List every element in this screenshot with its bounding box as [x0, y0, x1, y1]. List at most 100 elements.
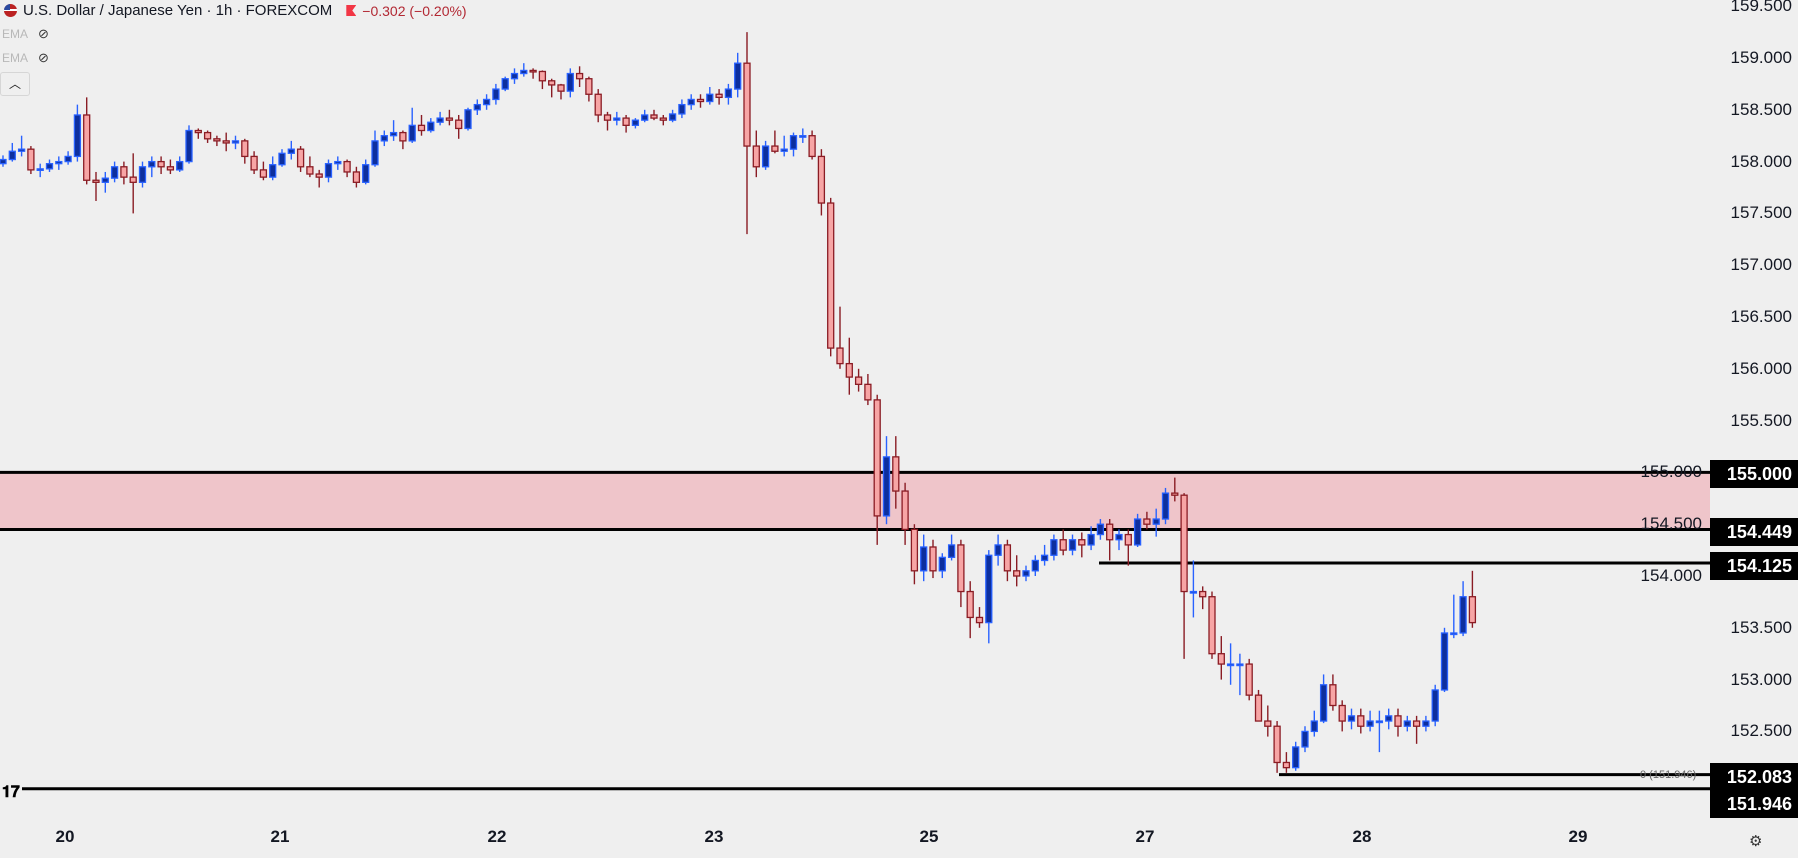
- price-level-label: 155.000: [1710, 460, 1798, 488]
- candle-body: [194, 129, 202, 134]
- symbol-title[interactable]: U.S. Dollar / Japanese Yen · 1h · FOREXC…: [23, 2, 333, 19]
- candle: [585, 76, 593, 102]
- candle-body: [1031, 559, 1039, 572]
- candle-body: [148, 160, 156, 168]
- price-chart[interactable]: [0, 0, 1710, 820]
- candle: [678, 99, 686, 119]
- candle-body: [185, 129, 193, 163]
- candle-body: [1087, 533, 1095, 546]
- candle: [278, 149, 286, 167]
- candle-body: [287, 148, 295, 154]
- candle-body: [827, 202, 835, 349]
- candle: [269, 156, 277, 181]
- candle-body: [213, 138, 221, 142]
- candle: [1431, 684, 1439, 727]
- candle-body: [994, 544, 1002, 556]
- candle-body: [1338, 704, 1346, 722]
- candle: [176, 156, 184, 172]
- candle-body: [45, 163, 54, 170]
- candle: [296, 146, 305, 172]
- candle-body: [1013, 570, 1021, 577]
- price-tick-label: 155.500: [1730, 410, 1792, 430]
- price-tick-label: 153.500: [1730, 617, 1792, 637]
- eye-off-icon[interactable]: ⊘: [38, 50, 49, 65]
- candle-body: [1319, 684, 1328, 722]
- price-tick-label: 157.000: [1730, 255, 1792, 275]
- candle: [1422, 715, 1430, 732]
- candle: [1254, 689, 1263, 722]
- flag-marker-icon[interactable]: [346, 5, 357, 16]
- candle: [864, 373, 872, 406]
- chevron-up-icon: ︿: [8, 77, 21, 91]
- candle: [631, 118, 640, 129]
- price-tick-label: 153.000: [1730, 669, 1792, 689]
- price-tick-label: 159.000: [1730, 48, 1792, 67]
- candle-body: [1245, 663, 1253, 696]
- candle: [436, 111, 444, 126]
- candle-body: [473, 103, 481, 111]
- candle: [1013, 555, 1021, 587]
- price-level-label: 151.946: [1710, 790, 1798, 818]
- candle: [1468, 570, 1477, 628]
- candle-body: [1450, 632, 1458, 636]
- candle-body: [520, 69, 528, 75]
- indicator-ema-2[interactable]: EMA ⊘: [2, 50, 49, 66]
- candle-body: [1292, 746, 1300, 769]
- candle-body: [929, 546, 937, 572]
- candle-body: [8, 150, 16, 161]
- candle: [157, 156, 165, 175]
- price-tick-label: 155.000: [1640, 462, 1702, 482]
- candle-body: [715, 93, 723, 99]
- collapse-legend-button[interactable]: ︿: [0, 72, 30, 96]
- candle: [250, 151, 258, 175]
- candle: [17, 135, 26, 157]
- price-tick-label: 154.000: [1640, 566, 1702, 585]
- candle: [101, 171, 109, 193]
- candle: [938, 553, 946, 579]
- candle: [1310, 710, 1318, 737]
- indicator-ema-1[interactable]: EMA ⊘: [2, 26, 49, 42]
- candle-body: [557, 84, 565, 92]
- candle: [827, 197, 835, 357]
- candle-body: [55, 160, 63, 165]
- candle-body: [73, 114, 82, 158]
- candle: [83, 97, 91, 185]
- candle-body: [250, 155, 258, 171]
- candle: [724, 83, 733, 105]
- candle-body: [864, 383, 872, 401]
- candle-body: [17, 148, 26, 152]
- candle-body: [1236, 663, 1244, 667]
- eye-off-icon[interactable]: ⊘: [38, 26, 49, 41]
- candle-body: [83, 114, 91, 181]
- candle: [194, 128, 202, 139]
- candle-body: [1422, 720, 1430, 727]
- candle: [417, 114, 426, 136]
- candle-body: [1226, 663, 1235, 667]
- candle: [789, 132, 798, 157]
- candle: [213, 135, 221, 147]
- candle-body: [799, 135, 807, 138]
- candle-body: [296, 148, 305, 168]
- candle: [1180, 493, 1188, 659]
- candle-body: [1394, 715, 1402, 727]
- candle: [362, 159, 370, 185]
- candle: [1217, 636, 1225, 680]
- tradingview-logo[interactable]: 𝟏𝟕: [0, 784, 22, 802]
- candle-body: [1208, 596, 1216, 655]
- candle: [1208, 591, 1216, 659]
- candle-body: [1217, 653, 1225, 665]
- candle: [464, 107, 472, 131]
- candle: [994, 534, 1002, 566]
- candle: [854, 368, 863, 392]
- candle-body: [761, 145, 770, 168]
- candle: [148, 156, 156, 178]
- gear-icon[interactable]: ⚙: [1749, 833, 1763, 850]
- candle: [399, 130, 407, 150]
- date-tick-label: 27: [1135, 827, 1155, 846]
- candle: [1440, 627, 1449, 693]
- candle: [817, 149, 826, 216]
- candle-body: [1180, 494, 1188, 593]
- candle: [1385, 708, 1393, 730]
- candle: [1357, 708, 1365, 734]
- candle-body: [427, 121, 435, 132]
